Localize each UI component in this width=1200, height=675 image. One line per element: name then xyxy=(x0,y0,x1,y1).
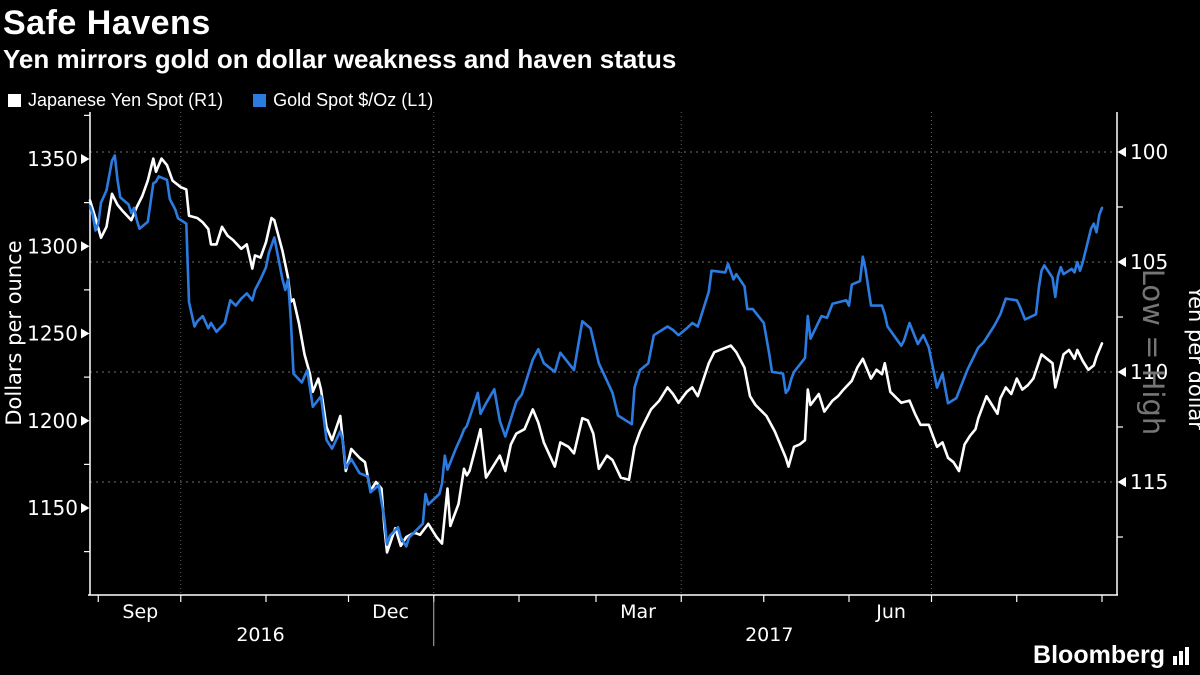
legend-item: Gold Spot $/Oz (L1) xyxy=(253,90,433,111)
gridlines xyxy=(90,112,1117,595)
left-tick-label: 1250 xyxy=(27,322,78,346)
watermark-low-equals-high: Low = High xyxy=(1136,269,1170,436)
legend-label: Japanese Yen Spot (R1) xyxy=(28,90,224,110)
legend: Japanese Yen Spot (R1) Gold Spot $/Oz (L1… xyxy=(8,90,433,111)
right-axis-title: Yen per dollar xyxy=(1184,285,1200,430)
right-tick-label: 115 xyxy=(1130,470,1168,494)
left-tick-label: 1150 xyxy=(27,496,78,520)
year-label: 2017 xyxy=(745,624,793,646)
legend-swatch xyxy=(8,94,21,107)
month-label: Jun xyxy=(875,601,906,623)
axes xyxy=(88,112,1118,596)
page-title: Safe Havens xyxy=(3,4,211,42)
right-tick-arrow xyxy=(1117,367,1126,377)
legend-label: Gold Spot $/Oz (L1) xyxy=(273,90,434,110)
page-subtitle: Yen mirrors gold on dollar weakness and … xyxy=(3,44,677,74)
left-tick-label: 1350 xyxy=(27,147,78,171)
year-label: 2016 xyxy=(236,624,284,646)
left-tick-label: 1200 xyxy=(27,409,78,433)
month-label: Sep xyxy=(122,601,158,623)
left-tick-label: 1300 xyxy=(27,234,78,258)
right-tick-arrow xyxy=(1117,257,1126,267)
series-line-gold xyxy=(88,154,1104,548)
right-tick-label: 110 xyxy=(1130,360,1168,384)
bloomberg-logo: Bloomberg xyxy=(1033,641,1192,670)
series-line-yen xyxy=(88,157,1104,554)
series-lines xyxy=(88,154,1104,554)
month-label: Dec xyxy=(372,601,409,623)
legend-swatch xyxy=(253,94,267,107)
left-tick-arrow xyxy=(81,415,90,426)
right-tick-label: 100 xyxy=(1130,140,1168,164)
right-tick-label: 105 xyxy=(1130,250,1168,274)
legend-item: Japanese Yen Spot (R1) xyxy=(8,90,223,111)
right-tick-arrow xyxy=(1117,147,1126,157)
left-tick-arrow xyxy=(81,328,90,339)
left-axis-title: Dollars per ounce xyxy=(2,240,26,425)
axis-ticks xyxy=(81,114,1126,646)
left-tick-arrow xyxy=(81,154,90,164)
right-tick-arrow xyxy=(1117,477,1126,487)
bloomberg-chart-bars-icon xyxy=(1173,646,1189,665)
axis-tick-labels: Sep Dec Mar Jun 2016 2017 1350 1300 1250 1200 1150… xyxy=(27,140,1168,646)
month-label: Mar xyxy=(620,601,656,623)
left-tick-arrow xyxy=(81,241,90,252)
bloomberg-logo-text: Bloomberg xyxy=(1033,641,1165,669)
left-tick-arrow xyxy=(81,503,90,513)
